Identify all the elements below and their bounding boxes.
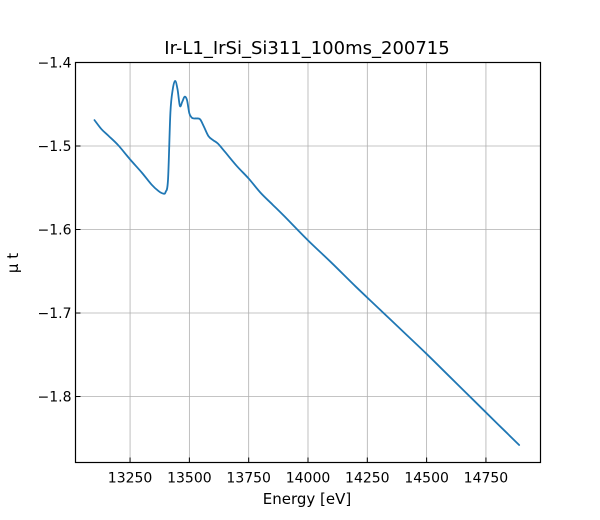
x-tick-label: 13250 (108, 471, 153, 487)
plot-frame (74, 61, 542, 464)
y-axis-label: μ t (4, 253, 22, 273)
x-tick-label: 14250 (345, 471, 390, 487)
tick-marks (75, 62, 487, 463)
y-tick-label: −1.8 (38, 390, 72, 406)
chart-title: Ir-L1_IrSi_Si311_100ms_200715 (164, 38, 449, 59)
y-tick-label: −1.7 (38, 306, 72, 322)
series-layer (93, 79, 521, 446)
y-tick-label: −1.5 (38, 139, 72, 155)
x-tick-label: 13750 (226, 471, 271, 487)
x-axis-label: Energy [eV] (263, 490, 351, 508)
x-tick-label: 14500 (404, 471, 449, 487)
x-tick-label: 14000 (286, 471, 331, 487)
x-tick-label: 13500 (167, 471, 212, 487)
x-tick-label: 14750 (464, 471, 509, 487)
y-tick-label: −1.6 (38, 223, 72, 239)
y-tick-label: −1.4 (38, 56, 72, 72)
tick-labels: 13250 13500 13750 14000 14250 14500 14750 −1.4 −… (38, 56, 509, 487)
grid (75, 62, 541, 463)
series-line (93, 79, 521, 446)
